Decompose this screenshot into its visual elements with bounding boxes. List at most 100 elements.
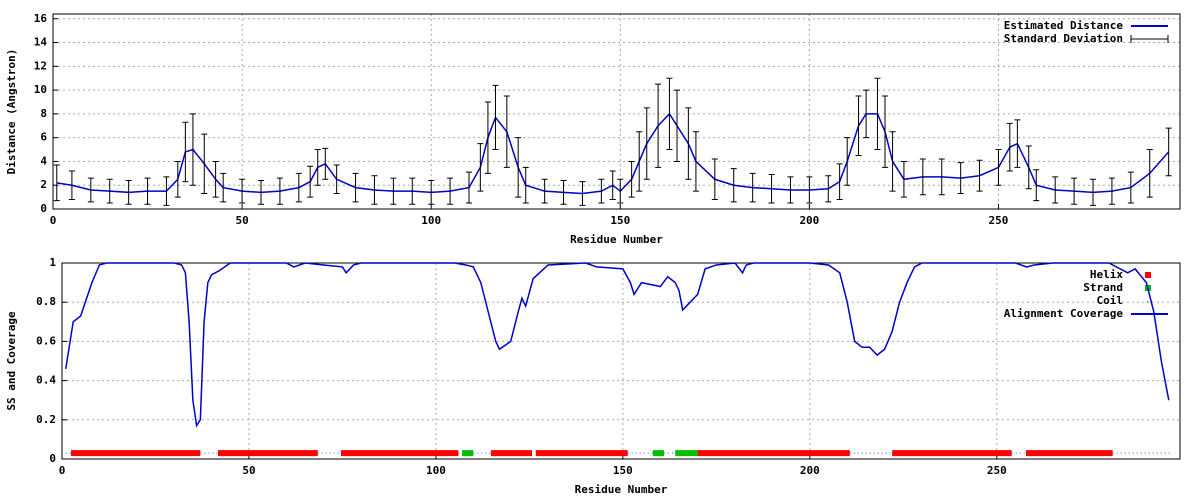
error-bar	[863, 89, 870, 139]
x-tick-label: 150	[610, 214, 630, 227]
error-bar	[276, 177, 283, 205]
error-bar	[836, 163, 843, 200]
error-bar	[163, 176, 170, 206]
y-tick-label: 8	[40, 107, 47, 120]
error-bar	[212, 160, 219, 198]
ss-segment	[490, 450, 533, 457]
x-tick-label: 100	[421, 214, 441, 227]
error-bar	[484, 101, 491, 174]
error-bar	[352, 172, 359, 203]
error-bar	[314, 149, 321, 186]
y-tick-label: 4	[40, 154, 47, 167]
x-tick-label: 250	[987, 464, 1007, 477]
error-bar	[787, 176, 794, 204]
legend-label: Coil	[1097, 294, 1124, 307]
error-bar	[541, 178, 548, 204]
error-bar	[428, 179, 435, 205]
ss-segment	[675, 450, 698, 457]
error-bar	[307, 165, 314, 198]
error-bar	[636, 131, 643, 192]
error-bar	[938, 158, 945, 196]
error-bar	[711, 158, 718, 200]
error-bar	[174, 160, 181, 198]
y-tick-label: 1	[49, 256, 56, 269]
error-bar	[322, 147, 329, 180]
ss-segment	[462, 450, 474, 457]
error-bar	[295, 172, 302, 203]
legend-label: Alignment Coverage	[1004, 307, 1124, 320]
error-bar	[1165, 127, 1172, 177]
error-bar	[1052, 176, 1059, 204]
ss-segment	[652, 450, 664, 457]
error-bar	[666, 77, 673, 151]
legend-swatch	[1145, 272, 1151, 278]
error-bar	[53, 164, 60, 202]
error-bar	[976, 159, 983, 192]
legend-label: Estimated Distance	[1004, 19, 1124, 32]
y-tick-label: 0.6	[36, 334, 56, 347]
y-tick-label: 0.4	[36, 374, 56, 387]
error-bar	[1071, 177, 1078, 205]
legend-label: Helix	[1090, 268, 1123, 281]
y-tick-label: 0.8	[36, 295, 56, 308]
y-axis-label: Distance (Angstron)	[5, 49, 18, 175]
error-bar	[674, 89, 681, 162]
error-bar	[371, 175, 378, 205]
error-bar	[579, 181, 586, 206]
error-bar	[182, 121, 189, 183]
x-tick-label: 0	[50, 214, 57, 227]
y-tick-label: 6	[40, 131, 47, 144]
x-tick-label: 200	[799, 214, 819, 227]
x-tick-label: 50	[235, 214, 248, 227]
error-bar	[1127, 171, 1134, 204]
ss-segment	[695, 450, 850, 457]
error-bar	[598, 178, 605, 204]
error-bar	[749, 172, 756, 203]
legend-label: Standard Deviation	[1004, 32, 1123, 45]
ss-segment	[1025, 450, 1113, 457]
error-bar	[447, 177, 454, 205]
plot-frame	[52, 13, 1181, 210]
error-bar	[492, 84, 499, 151]
error-bar	[390, 177, 397, 205]
legend-swatch	[1130, 35, 1169, 43]
x-tick-label: 150	[613, 464, 633, 477]
error-bar	[655, 83, 662, 168]
error-bar	[1025, 145, 1032, 190]
ss-segment	[535, 450, 628, 457]
error-bar	[882, 95, 889, 168]
ss-segment	[340, 450, 459, 457]
error-bar	[692, 131, 699, 192]
error-bar	[825, 175, 832, 203]
error-bar	[189, 113, 196, 186]
y-axis-label: SS and Coverage	[5, 311, 18, 411]
error-bar	[560, 179, 567, 205]
error-bar	[477, 143, 484, 192]
x-axis-label: Residue Number	[570, 233, 663, 246]
ss-segment	[217, 450, 318, 457]
y-tick-label: 0	[49, 452, 56, 465]
error-bar	[220, 172, 227, 203]
error-bar	[1090, 178, 1097, 206]
error-bar	[957, 162, 964, 195]
error-bar	[889, 131, 896, 192]
error-bar	[106, 178, 113, 204]
data-line	[64, 262, 1170, 428]
error-bar	[258, 179, 265, 205]
y-tick-label: 12	[34, 59, 47, 72]
error-bar	[1146, 149, 1153, 198]
error-bar	[239, 178, 246, 204]
legend-swatch	[1147, 301, 1148, 302]
error-bar	[522, 166, 529, 204]
y-tick-label: 2	[40, 178, 47, 191]
error-bar	[87, 177, 94, 203]
error-bar	[919, 158, 926, 196]
error-bar	[768, 174, 775, 204]
ss-segment	[70, 450, 201, 457]
x-tick-label: 0	[59, 464, 66, 477]
y-tick-label: 0	[40, 202, 47, 215]
error-bar	[503, 95, 510, 168]
error-bar	[628, 160, 635, 198]
y-tick-label: 0.2	[36, 413, 56, 426]
